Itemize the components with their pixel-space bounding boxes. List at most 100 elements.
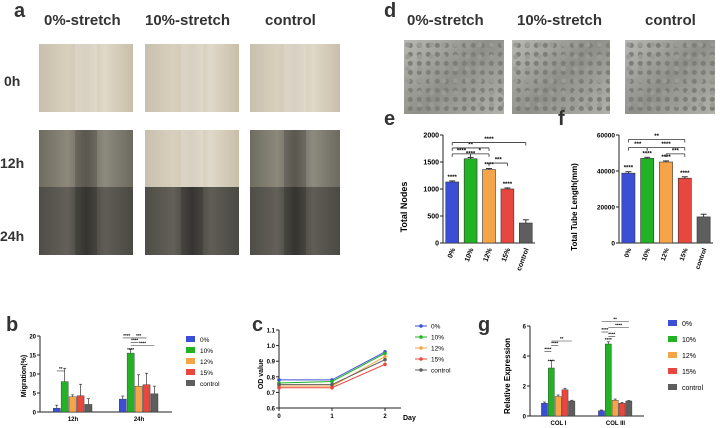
c-ytick-label: 0.6	[267, 407, 276, 413]
f-xtick-label: 0%	[623, 247, 633, 258]
chart-b-ylabel: Migration(%)	[21, 355, 28, 397]
e-sig-star: ****	[448, 175, 458, 181]
g-bar-0%-COL III	[598, 410, 605, 417]
e-bar-10%	[463, 158, 478, 244]
micrograph-d-0pct	[404, 40, 504, 114]
panel-label-e: e	[384, 108, 396, 130]
b-ytick-label: 15	[29, 354, 36, 360]
b-bar-15%-12h	[76, 395, 85, 413]
c-point-15%	[277, 385, 281, 390]
micrograph-a-0h-control	[250, 44, 340, 112]
f-sig-label: ***	[672, 148, 680, 154]
b-bar-15%-24h	[142, 384, 151, 413]
g-legend-label: 10%	[682, 337, 696, 344]
e-xtick-label: 0%	[447, 247, 457, 260]
e-sig-label: **	[468, 142, 473, 148]
g-sig-label: ****	[615, 323, 622, 328]
g-bar-15%-COL III	[618, 403, 626, 417]
g-xtick-label: COL III	[606, 421, 626, 427]
c-point-10%	[330, 379, 334, 384]
e-ytick-label: 1000	[423, 187, 439, 194]
micrograph-d-10pct	[512, 40, 610, 114]
b-ytick-label: 5	[33, 392, 37, 398]
micrograph-a-0h-10pct	[145, 44, 239, 112]
g-bar-15%-COL I	[561, 389, 569, 417]
c-legend-marker-10%	[419, 335, 423, 339]
g-sig-label: ****	[551, 341, 558, 346]
g-ytick-label: 6	[523, 325, 527, 331]
g-bar-control-COL III	[625, 400, 633, 417]
f-bar-10%	[640, 158, 655, 244]
micrograph-a-24h-10pct	[145, 187, 239, 255]
g-legend-swatch-15%	[668, 368, 677, 374]
f-bar-15%	[677, 177, 692, 244]
b-bar-0%-24h	[118, 398, 127, 413]
panel-label-f: f	[558, 108, 565, 130]
g-bar-12%-COL III	[611, 400, 619, 417]
c-ytick-label: 1.1	[267, 329, 276, 335]
b-bar-control-12h	[84, 404, 93, 413]
b-legend-swatch-0%	[186, 336, 195, 342]
e-bar-15%	[500, 188, 515, 244]
micrograph-a-24h-0pct	[39, 187, 133, 255]
g-ytick-label: 2	[523, 385, 527, 391]
c-legend-marker-12%	[419, 346, 423, 350]
b-legend-label: control	[200, 381, 220, 388]
panel-a-row-label-1: 12h	[0, 155, 25, 171]
g-bar-12%-COL I	[554, 396, 562, 417]
b-sig-star: ****	[127, 347, 134, 352]
g-bar-10%-COL I	[548, 367, 555, 417]
b-ytick-label: 10	[29, 373, 36, 379]
f-bar-12%	[659, 161, 673, 244]
g-sig-star: ****	[548, 359, 555, 364]
micrograph-a-12h-0pct	[39, 130, 133, 196]
g-legend-swatch-control	[668, 384, 677, 390]
g-bar-control-COL I	[568, 400, 576, 417]
b-legend-label: 0%	[200, 337, 210, 344]
g-legend-label: 0%	[682, 321, 692, 328]
micrograph-a-12h-10pct	[145, 130, 239, 196]
c-ytick-label: 0.7	[267, 391, 276, 397]
panel-label-g: g	[478, 314, 491, 336]
b-xtick-label: 24h	[134, 417, 145, 423]
c-point-0%	[277, 378, 281, 382]
g-bar-0%-COL I	[541, 403, 548, 417]
b-ytick-label: 0	[33, 411, 37, 417]
c-point-15%	[383, 362, 387, 367]
b-bar-12%-24h	[134, 385, 143, 413]
chart-c: OD value Day 0.6 0.7 0.8 0.9 1.0 1.1 0 1 2 0% 10%…	[258, 324, 451, 423]
b-bar-control-24h	[150, 393, 159, 413]
c-point-control	[383, 357, 387, 362]
f-ytick-label: 60000	[597, 133, 615, 140]
e-sig-label: ****	[457, 148, 467, 154]
c-xtick-label: 1	[330, 414, 334, 420]
f-xtick-label: 15%	[679, 247, 690, 262]
f-xtick-label: 12%	[660, 247, 671, 262]
panel-a-col-header-0: 0%-stretch	[44, 12, 121, 29]
g-sig-label: ****	[601, 327, 608, 332]
f-ytick-label: 20000	[597, 205, 615, 212]
c-legend-label: control	[431, 368, 451, 375]
c-point-10%	[383, 351, 387, 356]
c-point-control	[277, 382, 281, 387]
g-sig-label: **	[560, 336, 564, 341]
micrograph-a-0h-0pct	[39, 44, 133, 112]
f-sig-star: ****	[661, 155, 671, 161]
f-sig-label: ***	[634, 142, 642, 148]
c-xtick-label: 0	[277, 414, 281, 420]
f-xtick-label: control	[694, 247, 708, 270]
e-xtick-label: 10%	[464, 247, 476, 263]
panel-label-a: a	[14, 0, 26, 22]
panel-a-col-header-2: control	[265, 12, 316, 29]
chart-f-ylabel: Total Tube Length(mm)	[570, 163, 579, 251]
f-ytick-label: 0	[611, 241, 615, 248]
b-legend-swatch-12%	[186, 358, 195, 364]
f-bar-control	[696, 216, 711, 244]
e-bar-12%	[482, 169, 496, 244]
c-legend-marker-15%	[419, 357, 423, 361]
b-sig-label: ****	[123, 333, 130, 338]
c-legend-marker-0%	[419, 324, 423, 328]
e-sig-label: ***	[495, 158, 503, 164]
chart-f: Total Tube Length(mm) 0 20000 40000 60000 0%…	[570, 133, 713, 270]
b-legend-label: 10%	[200, 348, 213, 355]
